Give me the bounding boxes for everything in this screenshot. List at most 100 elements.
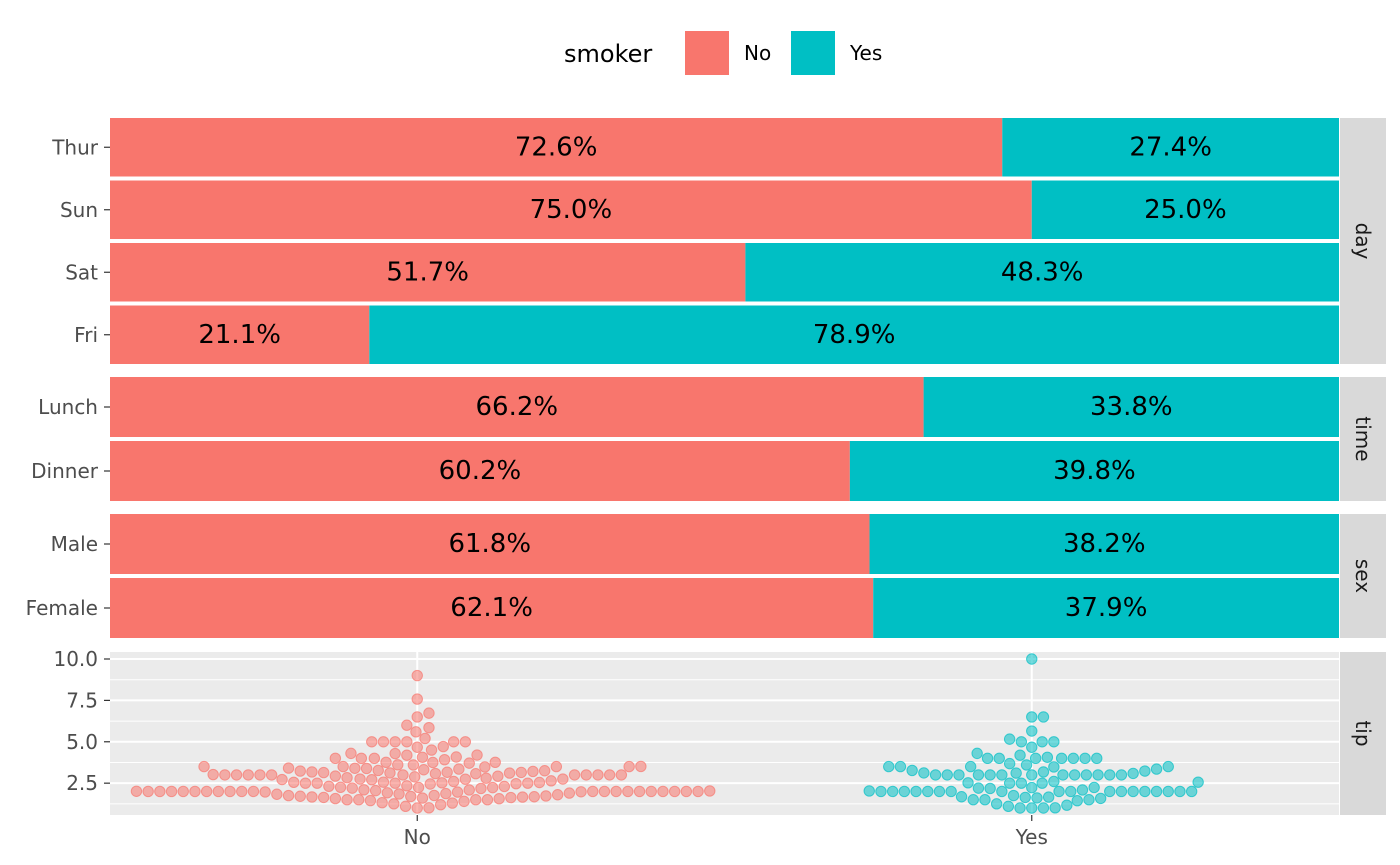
strip-label-day: day	[1351, 223, 1375, 260]
point-yes	[1026, 769, 1038, 781]
point-no	[522, 777, 534, 789]
point-no	[154, 785, 166, 798]
point-no	[254, 769, 266, 781]
point-no	[389, 747, 401, 760]
point-no	[680, 785, 693, 798]
point-no	[165, 785, 178, 798]
point-yes	[1020, 759, 1033, 771]
point-yes	[967, 794, 979, 806]
point-no	[306, 791, 318, 803]
point-yes	[979, 794, 991, 806]
point-no	[563, 787, 576, 799]
point-no	[401, 780, 413, 792]
point-no	[447, 736, 460, 748]
point-yes	[1061, 799, 1073, 811]
point-yes	[1049, 802, 1061, 814]
point-yes	[886, 785, 899, 798]
tick-label-female: Female	[26, 596, 98, 620]
point-yes	[1042, 791, 1055, 803]
point-no	[224, 785, 236, 798]
bar-label-lunch-yes: 33.8%	[1090, 392, 1173, 422]
point-yes	[1014, 749, 1026, 761]
point-yes	[1026, 781, 1038, 794]
point-yes	[1104, 785, 1116, 798]
point-yes	[996, 785, 1008, 798]
point-yes	[1150, 763, 1163, 775]
point-yes	[906, 764, 918, 777]
point-no	[622, 785, 634, 798]
bar-label-female-yes: 37.9%	[1065, 593, 1148, 623]
point-no	[341, 794, 353, 806]
point-yes	[972, 782, 985, 794]
point-no	[207, 768, 219, 781]
point-yes	[1127, 785, 1139, 798]
bar-label-sun-no: 75.0%	[530, 195, 613, 225]
facet-panels: day 72.6% 27.4% Thur 75.0% 25.0% Sun 51.7% 48.3%…	[26, 118, 1386, 849]
point-no	[399, 800, 412, 813]
bar-label-dinner-yes: 39.8%	[1053, 456, 1136, 486]
point-no	[329, 770, 342, 782]
point-yes	[898, 785, 911, 798]
point-no	[177, 785, 189, 798]
y-tick-label: 2.5	[66, 771, 98, 795]
point-no	[376, 797, 388, 809]
bar-thur-no	[110, 118, 1003, 177]
point-no	[580, 769, 592, 781]
bar-female-yes	[873, 578, 1339, 638]
point-no	[411, 802, 423, 814]
point-no	[459, 736, 472, 748]
point-no	[393, 788, 405, 800]
point-yes	[1115, 785, 1128, 798]
point-no	[528, 791, 540, 803]
point-no	[230, 769, 243, 781]
point-no	[505, 791, 517, 804]
y-tick-label: 7.5	[66, 688, 98, 712]
point-no	[592, 769, 604, 781]
point-no	[407, 759, 420, 771]
point-no	[429, 767, 442, 780]
point-no	[418, 764, 430, 776]
bar-male-yes	[869, 514, 1339, 574]
point-yes	[1041, 751, 1054, 764]
point-no	[276, 773, 288, 786]
point-no	[540, 790, 552, 802]
point-yes	[1036, 777, 1048, 789]
point-yes	[1026, 741, 1038, 753]
legend-swatch-no	[685, 31, 729, 75]
point-no	[346, 782, 358, 794]
bar-dinner-yes	[849, 441, 1339, 501]
point-yes	[1139, 765, 1151, 777]
point-no	[438, 753, 451, 766]
point-yes	[1174, 785, 1186, 798]
bar-label-sat-yes: 48.3%	[1001, 257, 1084, 287]
bar-sat-no	[110, 243, 746, 302]
point-no	[247, 785, 260, 798]
bar-sun-no	[110, 180, 1032, 239]
point-no	[411, 693, 423, 705]
point-no	[294, 790, 306, 802]
bar-sun-yes	[1031, 180, 1339, 239]
point-yes	[1068, 769, 1081, 781]
point-no	[453, 763, 465, 775]
point-no	[212, 785, 225, 798]
point-yes	[1083, 794, 1095, 806]
strip-tip	[1340, 652, 1386, 815]
point-yes	[1065, 785, 1077, 798]
point-no	[416, 751, 429, 764]
point-yes	[1037, 802, 1050, 814]
facet-panel-day: day 72.6% 27.4% Thur 75.0% 25.0% Sun 51.7% 48.3%…	[51, 118, 1386, 364]
point-yes	[1048, 736, 1060, 748]
point-no	[479, 761, 491, 773]
point-yes	[883, 760, 895, 773]
point-yes	[1026, 711, 1038, 723]
point-no	[492, 770, 504, 782]
y-tick-label: 5.0	[66, 730, 98, 754]
bar-label-dinner-no: 60.2%	[439, 456, 522, 486]
point-no	[288, 776, 300, 789]
point-no	[447, 775, 460, 788]
point-no	[463, 784, 475, 796]
point-no	[471, 749, 483, 761]
point-no	[633, 785, 646, 798]
bar-lunch-no	[110, 377, 924, 437]
point-yes	[918, 767, 930, 779]
